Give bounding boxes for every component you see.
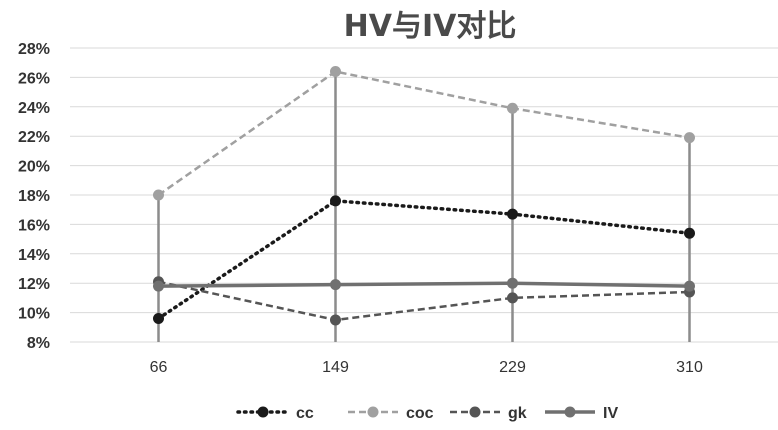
legend-entry: gk bbox=[450, 405, 527, 422]
series-line bbox=[158, 280, 690, 322]
x-tick-label: 149 bbox=[322, 359, 349, 376]
data-point bbox=[330, 195, 341, 207]
y-tick-label: 12% bbox=[18, 276, 50, 293]
legend-swatch-marker bbox=[564, 406, 576, 418]
legend-entry: IV bbox=[545, 405, 618, 422]
chart-title: HV与IV对比 bbox=[344, 9, 517, 44]
data-point bbox=[507, 102, 518, 114]
y-tick-label: 22% bbox=[18, 129, 50, 146]
y-tick-label: 16% bbox=[18, 217, 50, 234]
x-axis: 66 149 229 310 bbox=[150, 359, 703, 376]
data-point bbox=[153, 312, 164, 324]
legend: cc coc gk IV bbox=[236, 405, 618, 422]
y-tick-label: 10% bbox=[18, 306, 50, 323]
legend-swatch-marker bbox=[469, 406, 481, 418]
gridlines bbox=[70, 47, 778, 343]
data-point bbox=[684, 132, 695, 144]
series-line bbox=[157, 70, 690, 197]
data-point bbox=[507, 277, 518, 289]
y-tick-label: 24% bbox=[18, 100, 50, 117]
legend-swatch-marker bbox=[367, 406, 379, 418]
y-tick-label: 14% bbox=[18, 247, 50, 264]
y-axis: 8% 10% 12% 14% 16% 18% 20% 22% 24% 26% 28% bbox=[18, 41, 50, 352]
series-cc bbox=[153, 195, 695, 324]
legend-swatch-marker bbox=[257, 406, 269, 418]
series-IV bbox=[153, 277, 695, 292]
legend-entry: cc bbox=[236, 405, 314, 422]
series-group bbox=[153, 66, 695, 326]
x-tick-label: 310 bbox=[676, 359, 703, 376]
series-coc bbox=[153, 66, 695, 201]
data-point bbox=[153, 189, 164, 201]
x-tick-label: 66 bbox=[150, 359, 168, 376]
data-point bbox=[153, 280, 164, 292]
data-point bbox=[330, 314, 341, 326]
series-line bbox=[158, 281, 690, 288]
y-tick-label: 18% bbox=[18, 188, 50, 205]
data-point bbox=[507, 292, 518, 304]
data-point bbox=[684, 280, 695, 292]
x-tick-label: 229 bbox=[499, 359, 526, 376]
data-point bbox=[507, 208, 518, 220]
data-point bbox=[684, 227, 695, 239]
legend-label: coc bbox=[406, 405, 434, 422]
y-tick-label: 8% bbox=[27, 335, 50, 352]
y-tick-label: 26% bbox=[18, 70, 50, 87]
y-tick-label: 20% bbox=[18, 159, 50, 176]
y-tick-label: 28% bbox=[18, 41, 50, 58]
data-point bbox=[330, 66, 341, 78]
data-point bbox=[330, 279, 341, 291]
legend-label: IV bbox=[603, 405, 618, 422]
series-line bbox=[156, 199, 692, 321]
legend-entry: coc bbox=[348, 405, 434, 422]
legend-label: cc bbox=[296, 405, 314, 422]
legend-label: gk bbox=[508, 405, 527, 422]
